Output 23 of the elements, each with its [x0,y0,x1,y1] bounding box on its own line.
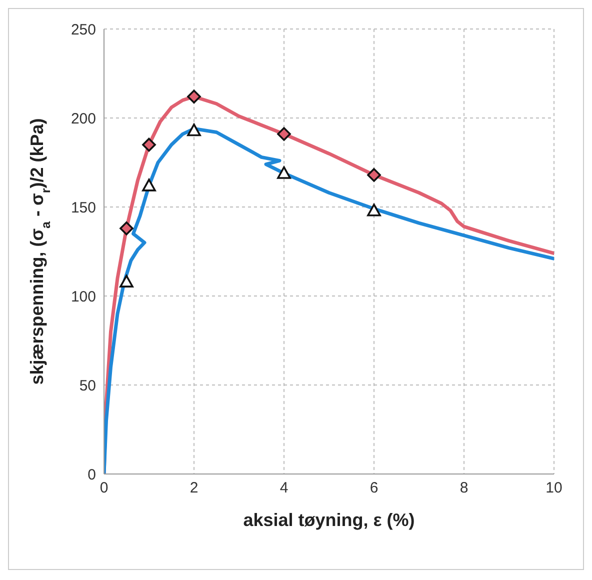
x-tick-label: 10 [546,480,562,497]
point [120,274,134,288]
x-axis-title: aksial tøyning, ε (%) [243,510,415,530]
point [120,221,134,236]
y-tick-label: 150 [70,199,96,216]
x-tick-label: 4 [280,480,288,497]
x-tick-label: 8 [460,480,468,497]
y-tick-label: 100 [70,288,96,306]
point [277,127,291,141]
y-tick-label: 50 [79,377,96,394]
point [367,204,381,216]
point [142,178,156,192]
x-tick-label: 2 [190,480,198,497]
y-tick-label: 0 [88,466,96,484]
point [187,124,201,136]
y-tick-label: 200 [70,110,96,128]
y-tick-label: 250 [70,21,96,38]
x-tick-label: 6 [370,480,378,497]
point [277,166,291,179]
x-tick-label: 0 [100,480,108,497]
point [142,138,156,152]
point [367,168,381,182]
point [187,90,201,104]
